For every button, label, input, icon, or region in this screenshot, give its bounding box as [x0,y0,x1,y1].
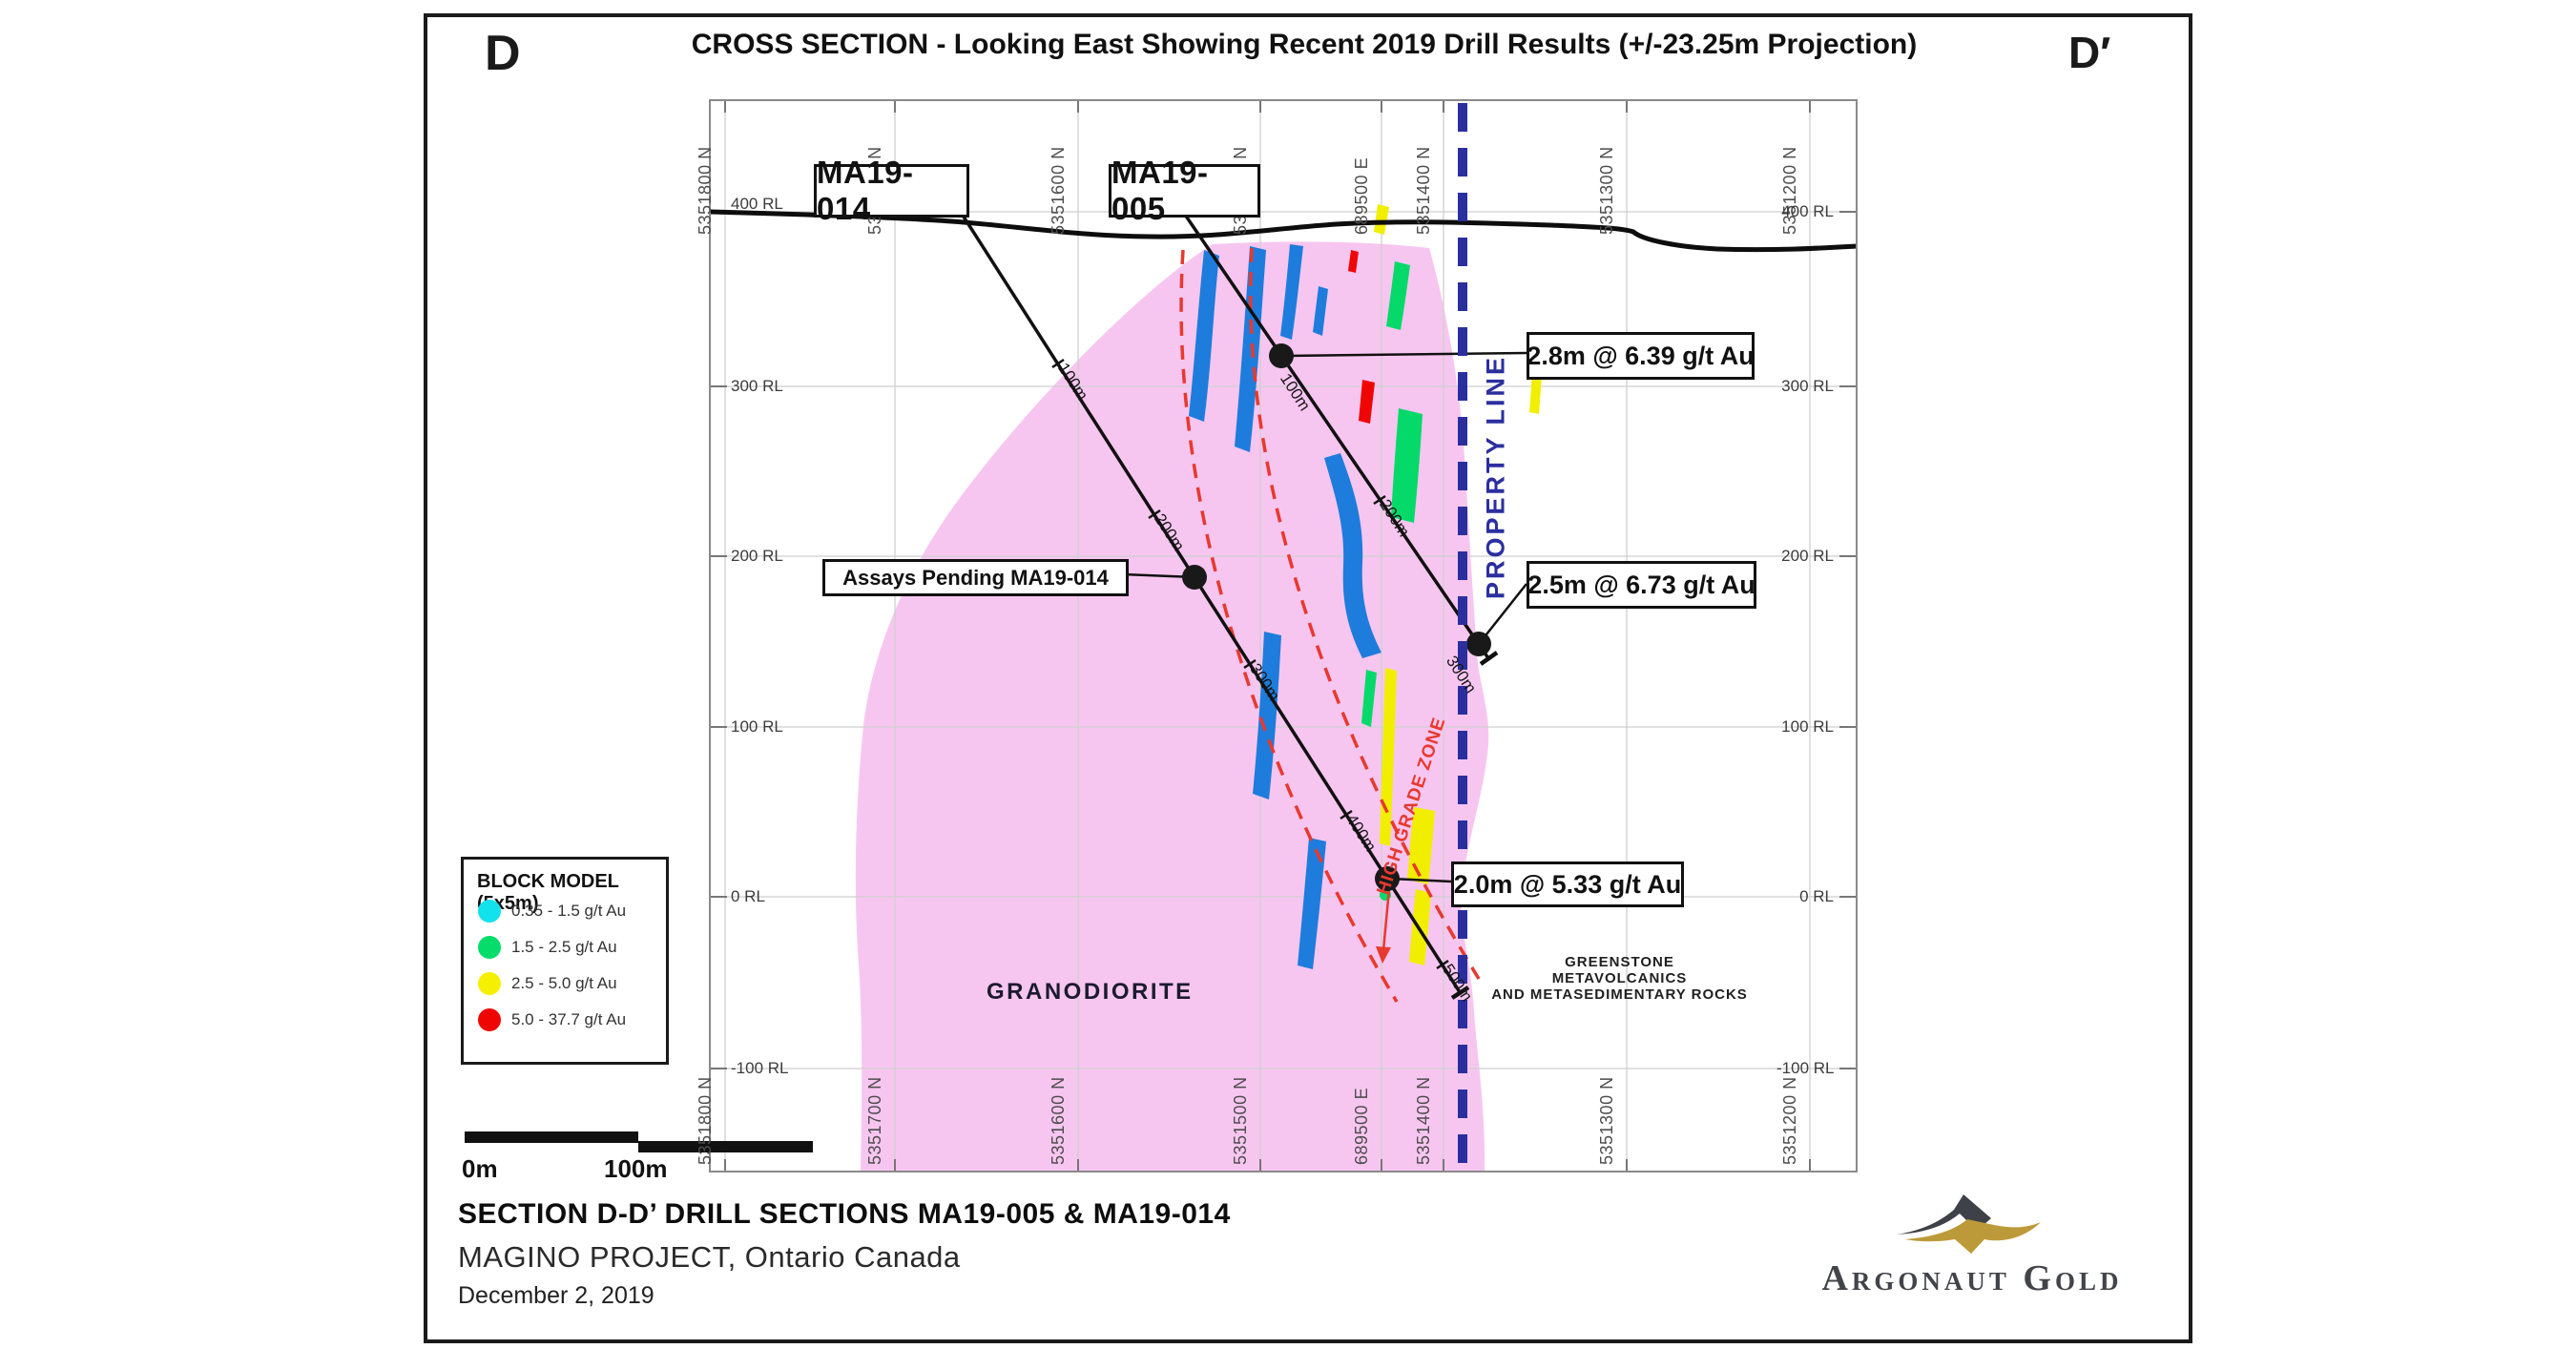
elevation-label-right: 100 RL [1781,717,1834,736]
station-label-bottom: 5351400 N [1414,1076,1433,1165]
intercept-annotation-2: 2.5m @ 6.73 g/t Au [1527,561,1756,609]
station-label-top: 5351200 N [1780,146,1799,235]
elevation-label-right: 300 RL [1781,377,1834,395]
page-title: CROSS SECTION - Looking East Showing Rec… [691,29,1918,60]
company-name: Argonaut Gold [1821,1258,2123,1298]
station-label-bottom: 5351500 N [1231,1076,1250,1165]
station-label-bottom: 5351200 N [1780,1076,1799,1165]
station-label-bottom: 5351300 N [1597,1076,1616,1165]
scale-end-label: 100m [604,1154,668,1183]
station-label-bottom: 5351800 N [696,1076,715,1165]
elevation-label-left: 0 RL [731,887,765,905]
intercept-annotation-3: 2.0m @ 5.33 g/t Au [1451,861,1684,907]
project-name: MAGINO PROJECT, Ontario Canada [458,1240,961,1274]
drillhole-label-ma19-005: MA19-005 [1109,155,1260,226]
greenstone-line-3: AND METASEDIMENTARY ROCKS [1491,986,1748,1003]
date-label: December 2, 2019 [458,1282,654,1309]
legend-item: 1.5 - 2.5 g/t Au [477,935,617,960]
block-model-legend: BLOCK MODEL (5x5m) 0.35 - 1.5 g/t Au 1.5… [461,857,669,1065]
legend-item-label: 5.0 - 37.7 g/t Au [511,1010,627,1028]
legend-item: 2.5 - 5.0 g/t Au [477,971,617,996]
elevation-label-left: 400 RL [731,195,783,213]
section-marker-d: D [485,26,521,81]
station-label-top: 5351600 N [1049,146,1068,235]
greenstone-line-2: METAVOLCANICS [1551,970,1688,986]
legend-item-label: 2.5 - 5.0 g/t Au [511,974,617,992]
greenstone-line-1: GREENSTONE [1565,954,1674,970]
station-label-top: 5351800 N [696,146,715,235]
drill-trace-ma19-005 [1181,211,1499,666]
legend-item-label: 0.35 - 1.5 g/t Au [511,902,627,920]
section-title: SECTION D-D’ DRILL SECTIONS MA19-005 & M… [458,1198,1231,1230]
elevation-label-left: 300 RL [731,377,783,395]
legend-swatch-green [478,936,501,959]
annotation-leaders [1122,351,1527,883]
legend-swatch-cyan [478,900,501,923]
drillhole-label-ma19-014: MA19-014 [814,155,969,226]
elevation-label-right: 200 RL [1781,547,1834,565]
greenstone-label: GREENSTONE METAVOLCANICS AND METASEDIMEN… [1484,954,1755,1003]
legend-swatch-red [478,1008,501,1031]
elevation-label-left: 100 RL [731,717,783,736]
legend-item-label: 1.5 - 2.5 g/t Au [511,938,617,956]
legend-item: 0.35 - 1.5 g/t Au [477,899,626,924]
scale-bar [465,1131,813,1152]
station-label-top: 5351300 N [1597,146,1616,235]
intercept-annotation-1: 2.8m @ 6.39 g/t Au [1527,332,1755,380]
argonaut-gold-logo-mark [1897,1194,2041,1254]
station-label-bottom: 689500 E [1352,1087,1371,1165]
axis-ticks [710,100,1857,1172]
assays-pending-annotation: Assays Pending MA19-014 [822,559,1129,596]
legend-item: 5.0 - 37.7 g/t Au [477,1007,626,1032]
plot-border [709,99,1858,1173]
elevation-label-left: -100 RL [731,1059,789,1077]
station-label-bottom: 5351600 N [1049,1076,1068,1165]
station-label-bottom: 5351700 N [865,1076,884,1165]
elevation-label-right: 400 RL [1781,202,1834,220]
station-label-top: 5351400 N [1414,146,1433,235]
high-grade-zone-boundaries [1179,247,1481,1003]
elevation-label-right: 0 RL [1799,887,1834,905]
property-line-label: PROPERTY LINE [1481,354,1510,600]
station-label-top: 689500 E [1352,156,1371,235]
drill-trace-ma19-014 [960,213,1470,1000]
granodiorite-label: GRANODIORITE [987,979,1194,1005]
scale-start-label: 0m [462,1154,498,1183]
elevation-label-left: 200 RL [731,547,783,565]
block-model-red-bodies [1348,250,1375,424]
section-marker-d-prime: D′ [2068,28,2111,77]
legend-swatch-yellow [478,972,501,995]
block-model-green-bodies [1361,261,1423,901]
intercept-dots [1182,343,1491,891]
topography-line [709,209,1858,253]
zone-continuation-arrow [1376,888,1391,964]
block-model-blue-bodies [1189,244,1381,969]
elevation-label-right: -100 RL [1776,1059,1835,1077]
